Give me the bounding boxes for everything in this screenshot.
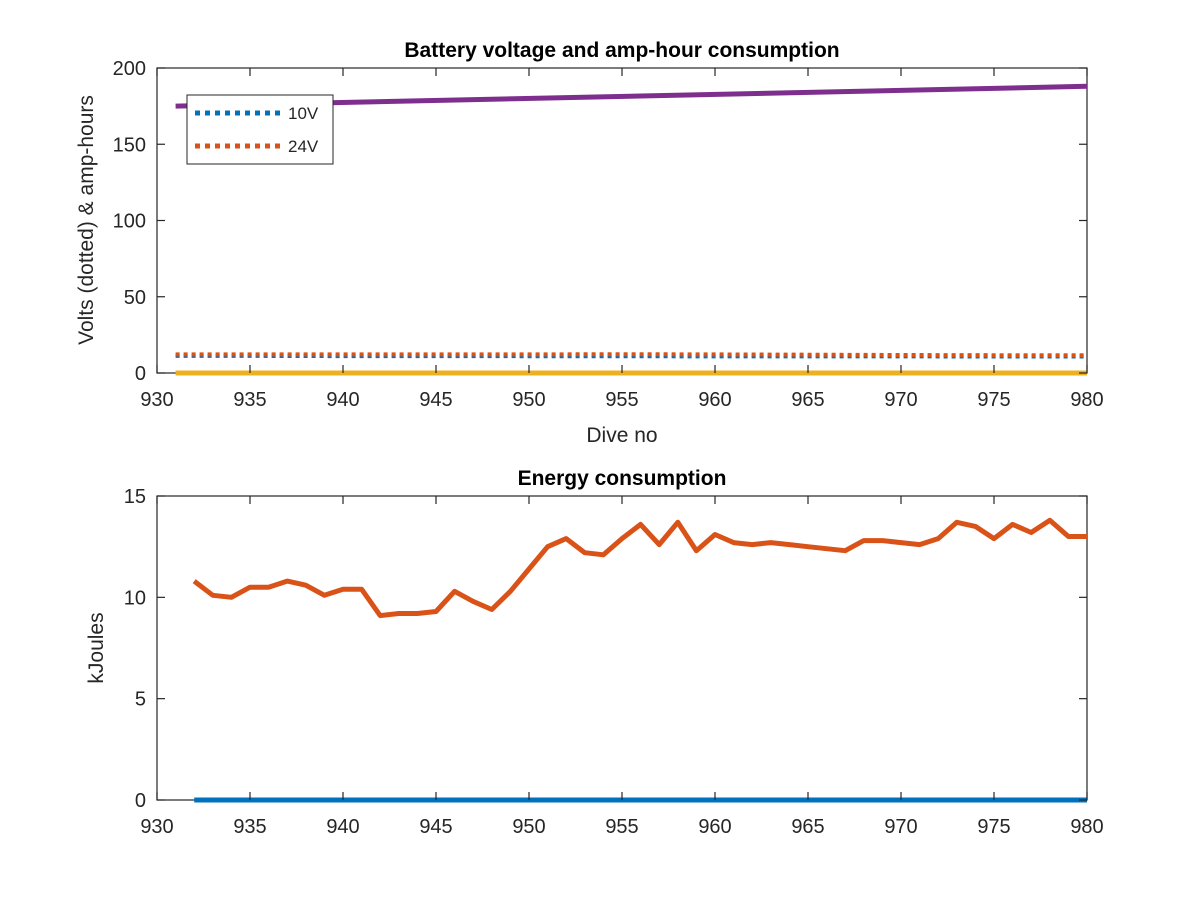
energy-x-tick-label: 980: [1070, 816, 1103, 838]
voltage-y-tick-label: 200: [113, 58, 146, 80]
energy-y-axis-label: kJoules: [85, 612, 108, 683]
energy-y-tick-label: 5: [135, 689, 146, 711]
voltage-x-tick-label: 980: [1070, 389, 1103, 411]
voltage-x-tick-label: 975: [977, 389, 1010, 411]
voltage-x-tick-label: 960: [698, 389, 731, 411]
voltage-x-tick-label: 930: [140, 389, 173, 411]
voltage-x-tick-label: 935: [233, 389, 266, 411]
energy-chart-title: Energy consumption: [518, 467, 727, 490]
energy-x-tick-label: 975: [977, 816, 1010, 838]
energy-x-tick-label: 955: [605, 816, 638, 838]
energy-x-tick-label: 940: [326, 816, 359, 838]
energy-y-tick-label: 10: [124, 587, 146, 609]
voltage-x-tick-label: 955: [605, 389, 638, 411]
voltage-ticks-layer: 930 935 940 945 950 955 960 965 970 975 980 0 50 100 1…: [113, 58, 1104, 411]
energy-chart: 930 935 940 945 950 955 960 965 970 975 980051015 …: [85, 467, 1104, 838]
voltage-y-tick-label: 0: [135, 363, 146, 385]
voltage-legend-box: [186, 94, 334, 165]
voltage-series-line-1: [175, 352, 1088, 358]
energy-x-tick-label: 960: [698, 816, 731, 838]
voltage-y-tick-label: 50: [124, 287, 146, 309]
voltage-x-tick-label: 970: [884, 389, 917, 411]
voltage-legend: 10V 24V: [186, 94, 334, 165]
voltage-y-tick-label: 150: [113, 134, 146, 156]
voltage-x-tick-label: 940: [326, 389, 359, 411]
energy-series-line-0: [192, 517, 1087, 619]
energy-y-tick-label: 0: [135, 790, 146, 812]
energy-y-tick-label: 15: [124, 486, 146, 508]
voltage-x-axis-label: Dive no: [586, 424, 657, 447]
legend-24v-label: 24V: [288, 137, 319, 156]
legend-10v-label: 10V: [288, 104, 319, 123]
energy-x-tick-label: 945: [419, 816, 452, 838]
energy-x-tick-label: 970: [884, 816, 917, 838]
voltage-y-tick-label: 100: [113, 211, 146, 233]
voltage-x-tick-label: 965: [791, 389, 824, 411]
voltage-x-tick-label: 945: [419, 389, 452, 411]
energy-x-tick-label: 930: [140, 816, 173, 838]
voltage-x-tick-label: 950: [512, 389, 545, 411]
voltage-y-axis-label: Volts (dotted) & amp-hours: [75, 95, 98, 345]
energy-x-tick-label: 935: [233, 816, 266, 838]
energy-x-tick-label: 950: [512, 816, 545, 838]
voltage-chart: 930 935 940 945 950 955 960 965 970 975 980 0 50 100 1…: [75, 39, 1104, 447]
energy-ticks-layer: 930 935 940 945 950 955 960 965 970 975 980 0 5 10 15: [124, 486, 1104, 838]
energy-x-tick-label: 965: [791, 816, 824, 838]
voltage-chart-title: Battery voltage and amp-hour consumption: [404, 39, 839, 62]
